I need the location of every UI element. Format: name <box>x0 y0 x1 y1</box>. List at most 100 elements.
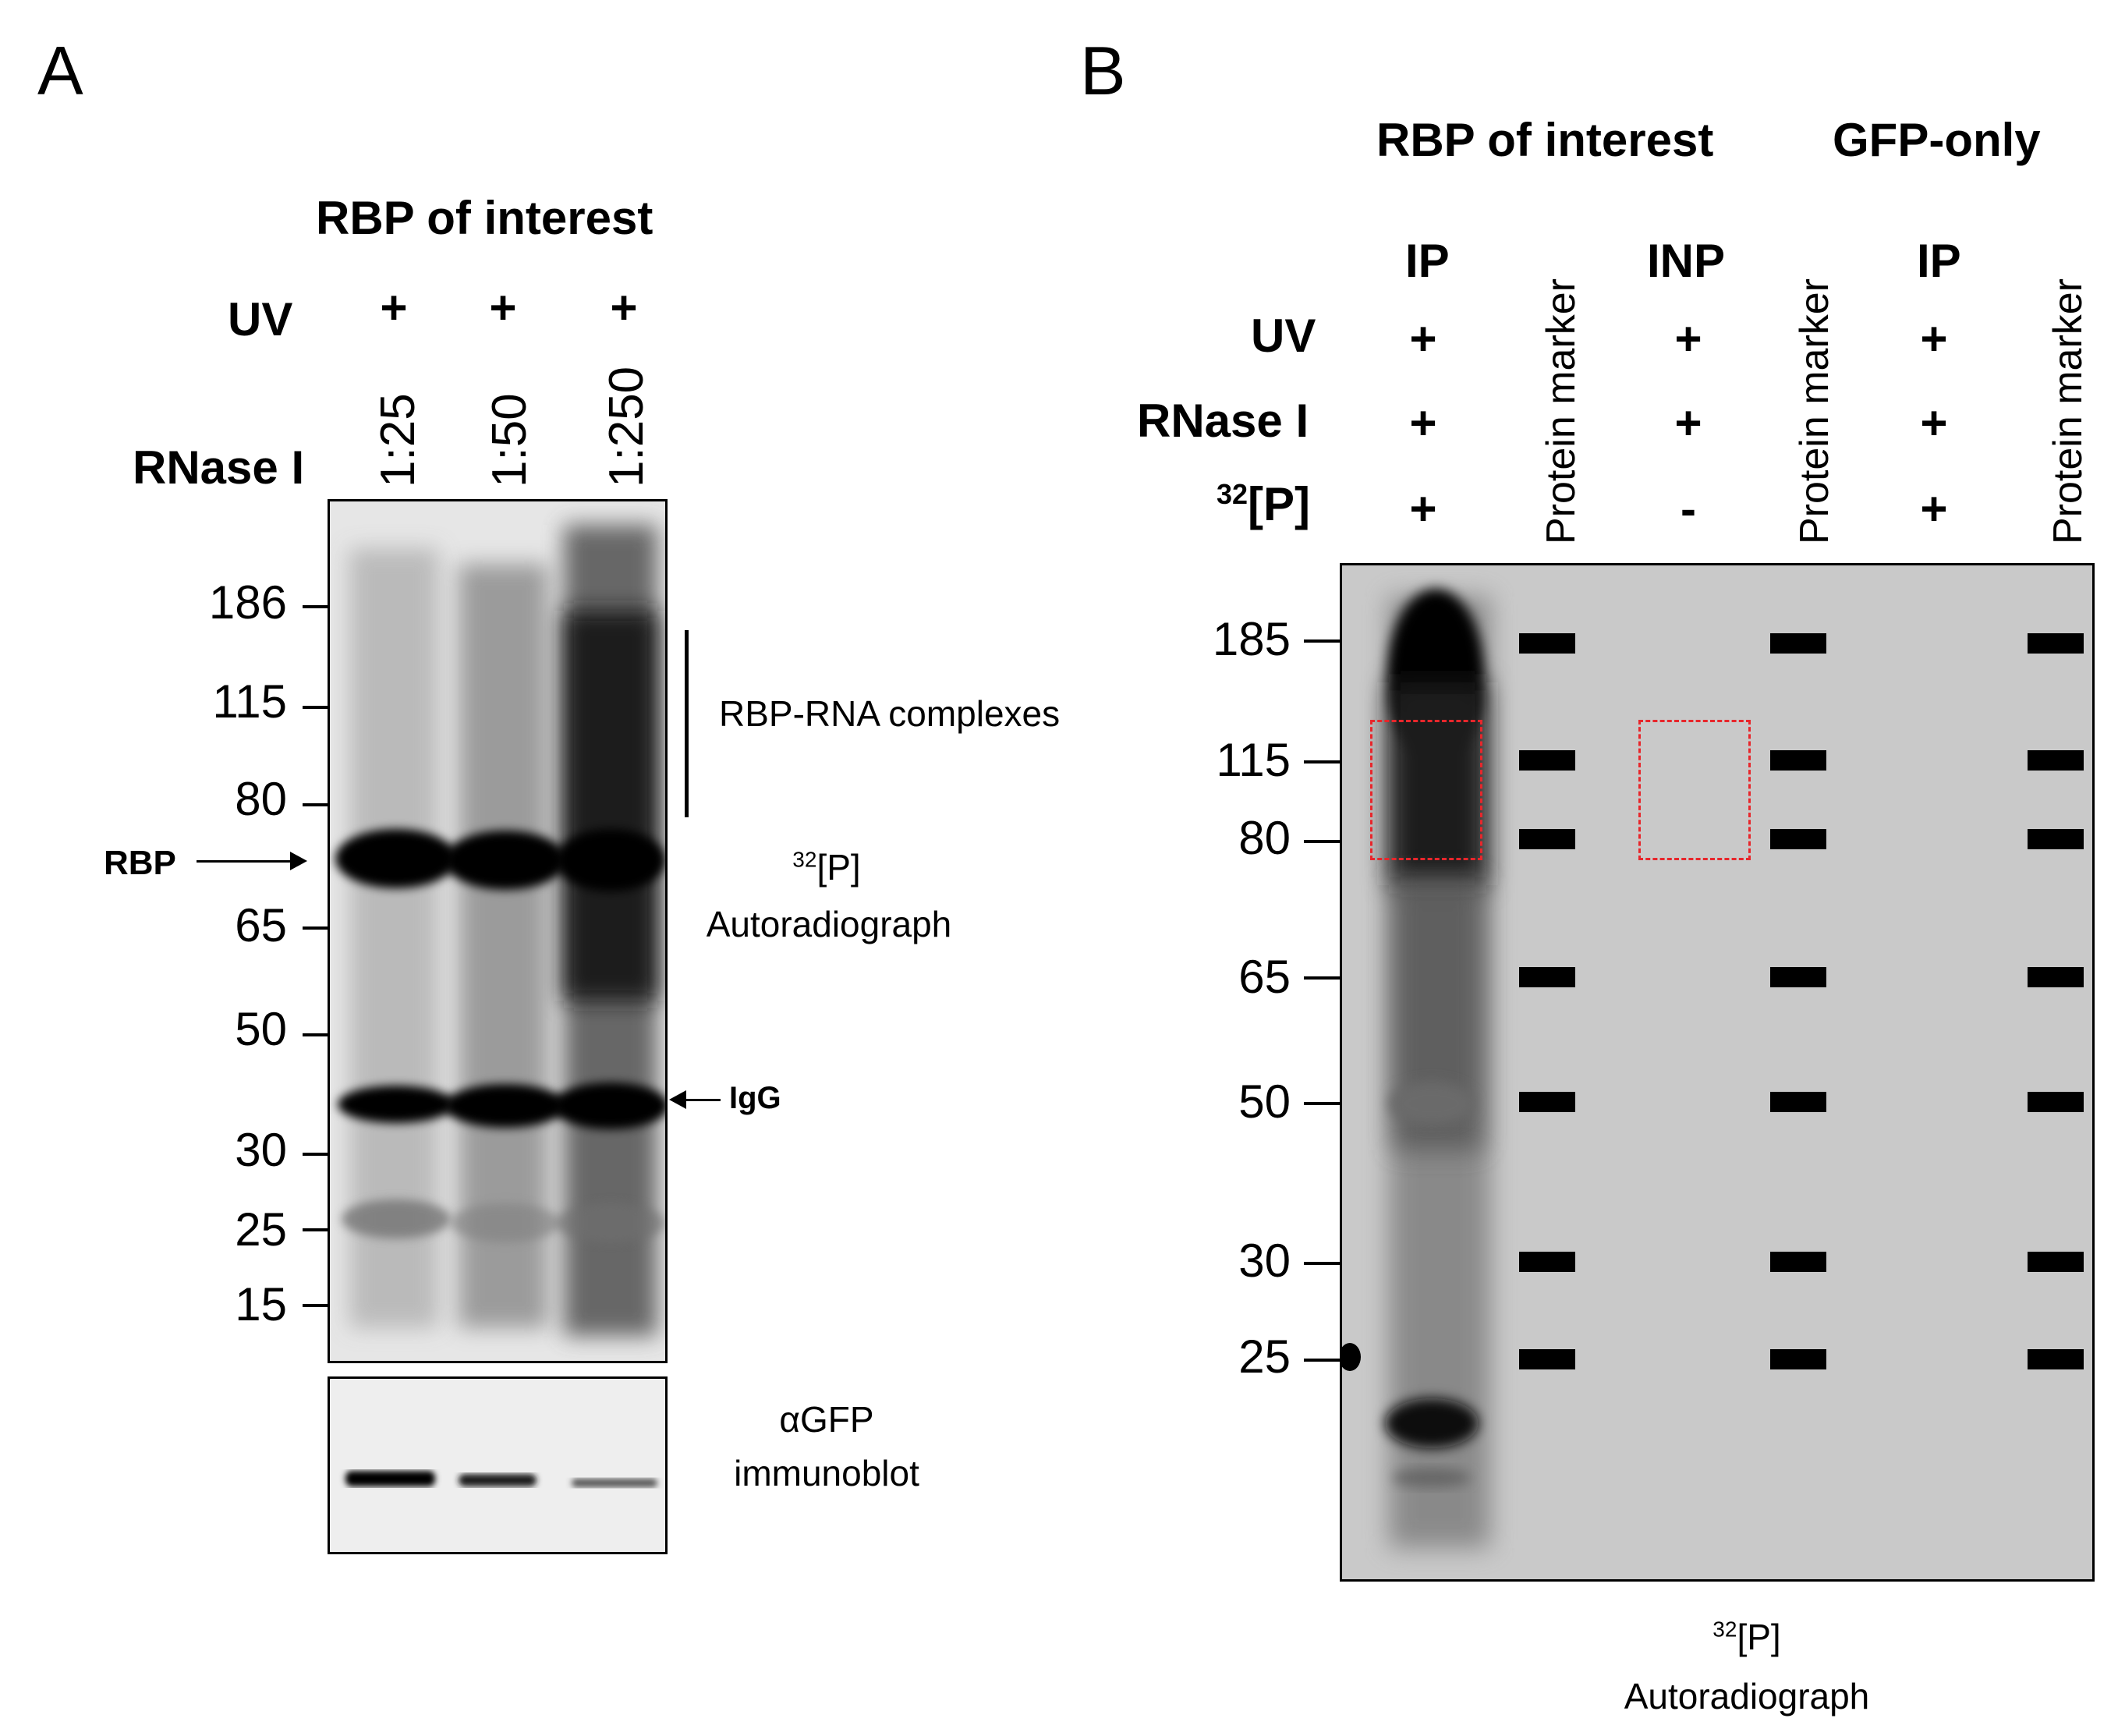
panel-a-uv-plus-3: + <box>610 282 638 334</box>
panel-b-mw-80: 80 <box>1238 812 1291 864</box>
panel-a-complexes-label: RBP-RNA complexes <box>719 693 1061 734</box>
panel-a-autorad-label: Autoradiograph <box>706 904 952 944</box>
panel-b-marker-bar <box>1770 967 1826 987</box>
panel-b-autorad-isotope: [P] <box>1737 1617 1781 1657</box>
panel-a-tick-65 <box>303 926 328 930</box>
panel-b-marker-bar <box>2028 1252 2084 1272</box>
panel-b-lane-1-p32: + <box>1409 483 1437 535</box>
panel-a-tick-80 <box>303 803 328 806</box>
panel-b-marker-bar <box>1519 1349 1575 1369</box>
panel-a-gel-image <box>335 525 665 1336</box>
panel-b-marker-bar <box>1519 633 1575 654</box>
panel-a-igg-arrow <box>683 1099 721 1101</box>
panel-a-immunoblot-gel <box>328 1376 668 1554</box>
panel-b-highlight-box-inp <box>1638 720 1751 860</box>
panel-a-autorad-superscript: 32 <box>792 847 817 872</box>
panel-a-immunoblot-image <box>345 1471 657 1487</box>
panel-b-marker-bar <box>1770 750 1826 771</box>
panel-b-marker-bar <box>2028 1349 2084 1369</box>
panel-b-lane-1-uv: + <box>1409 313 1437 365</box>
panel-b-mw-25: 25 <box>1238 1330 1291 1383</box>
panel-a-mw-15: 15 <box>235 1278 287 1330</box>
panel-b-lane-3-uv: + <box>1674 313 1702 365</box>
panel-a-title: RBP of interest <box>316 192 653 244</box>
panel-a-tick-30 <box>303 1153 328 1156</box>
panel-a-tick-186 <box>303 605 328 608</box>
panel-b-marker-bar <box>1519 1092 1575 1112</box>
panel-a-complexes-bracket <box>685 630 689 817</box>
panel-a-mw-65: 65 <box>235 899 287 951</box>
panel-b-gel-image <box>1342 589 1490 1548</box>
panel-b-tick-65 <box>1304 976 1341 980</box>
panel-b-lane-3-label: INP <box>1647 235 1726 287</box>
panel-a-tick-50 <box>303 1033 328 1036</box>
panel-b-mw-50: 50 <box>1238 1075 1291 1128</box>
panel-b-highlight-box-ip <box>1370 720 1482 860</box>
panel-b-marker-bar <box>1770 1349 1826 1369</box>
panel-b-marker-bar <box>2028 750 2084 771</box>
panel-a-igg-arrowhead-icon <box>669 1090 686 1109</box>
panel-b-mw-115: 115 <box>1216 734 1291 786</box>
panel-b-marker-bar <box>1770 1092 1826 1112</box>
panel-b-autorad-label: Autoradiograph <box>1624 1676 1870 1717</box>
panel-a-rnase-dilution-3: 1:250 <box>600 366 653 487</box>
panel-b-lane-5-p32: + <box>1920 483 1948 535</box>
panel-b-lane-2-label: Protein marker <box>1539 278 1584 544</box>
panel-b-tick-185 <box>1304 639 1341 643</box>
panel-b-uv-label: UV <box>1251 310 1316 362</box>
panel-b-lane-3-p32: - <box>1681 483 1696 535</box>
panel-b-lane-1-label: IP <box>1405 235 1450 287</box>
panel-a-autoradiograph-gel <box>328 499 668 1363</box>
panel-b-autoradiograph-gel <box>1340 563 2095 1582</box>
panel-b-tick-80 <box>1304 840 1341 843</box>
panel-a-immunoblot-line1: αGFP <box>779 1399 874 1440</box>
panel-b-marker-bar <box>2028 633 2084 654</box>
panel-a-rbp-arrowhead-icon <box>290 852 307 870</box>
panel-b-lane-5-uv: + <box>1920 313 1948 365</box>
panel-b-marker-bar <box>1770 633 1826 654</box>
panel-b-tick-115 <box>1304 760 1341 763</box>
panel-b-tick-50 <box>1304 1102 1341 1105</box>
panel-b-autorad-title: 32[P] <box>1700 1616 1794 1658</box>
panel-a-immunoblot-line2: immunoblot <box>734 1453 919 1493</box>
panel-a-rnase-dilution-2: 1:50 <box>483 393 537 487</box>
panel-a-mw-30: 30 <box>235 1124 287 1176</box>
panel-b-p32-isotope: [P] <box>1248 478 1311 530</box>
panel-b-marker-bar <box>1770 1252 1826 1272</box>
panel-b-marker-bar <box>1519 967 1575 987</box>
panel-a-rbp-arrow <box>197 860 298 863</box>
panel-b-autorad-superscript: 32 <box>1712 1617 1737 1642</box>
panel-b-marker-bar <box>1519 750 1575 771</box>
panel-b-lane-4-label: Protein marker <box>1792 278 1837 544</box>
panel-a-rnase-dilution-1: 1:25 <box>371 393 425 487</box>
panel-b-mw-30: 30 <box>1238 1235 1291 1287</box>
panel-a-mw-25: 25 <box>235 1203 287 1256</box>
panel-b-p32-superscript: 32 <box>1217 478 1248 510</box>
panel-b-tick-25 <box>1304 1359 1341 1362</box>
panel-b-lane-3-rnase: + <box>1674 397 1702 449</box>
panel-b-group-gfp: GFP-only <box>1833 114 2041 166</box>
panel-b-marker-bar <box>2028 1092 2084 1112</box>
panel-a-uv-label: UV <box>228 293 293 345</box>
panel-a-tick-15 <box>303 1304 328 1307</box>
panel-a-tick-115 <box>303 706 328 709</box>
panel-b-tick-30 <box>1304 1262 1341 1265</box>
panel-b-rnase-label: RNase I <box>1137 395 1309 447</box>
panel-b-marker-bar <box>1519 1252 1575 1272</box>
panel-b-letter: B <box>1080 32 1126 109</box>
panel-b-mw-65: 65 <box>1238 951 1291 1003</box>
panel-a-uv-plus-1: + <box>380 282 408 334</box>
panel-a-mw-80: 80 <box>235 773 287 825</box>
panel-b-marker-bar <box>1519 829 1575 849</box>
panel-b-marker-bar <box>2028 967 2084 987</box>
panel-b-lane-1-rnase: + <box>1409 397 1437 449</box>
panel-a-igg-label: IgG <box>729 1081 781 1115</box>
panel-b-mw-185: 185 <box>1212 613 1291 665</box>
panel-b-marker-bar <box>1770 829 1826 849</box>
panel-a-autorad-isotope: [P] <box>816 847 861 887</box>
panel-a-mw-50: 50 <box>235 1003 287 1055</box>
panel-a-mw-115: 115 <box>212 675 287 728</box>
panel-b-lane-5-rnase: + <box>1920 397 1948 449</box>
panel-b-p32-label: 32[P] <box>1217 477 1310 531</box>
panel-a-tick-25 <box>303 1228 328 1231</box>
